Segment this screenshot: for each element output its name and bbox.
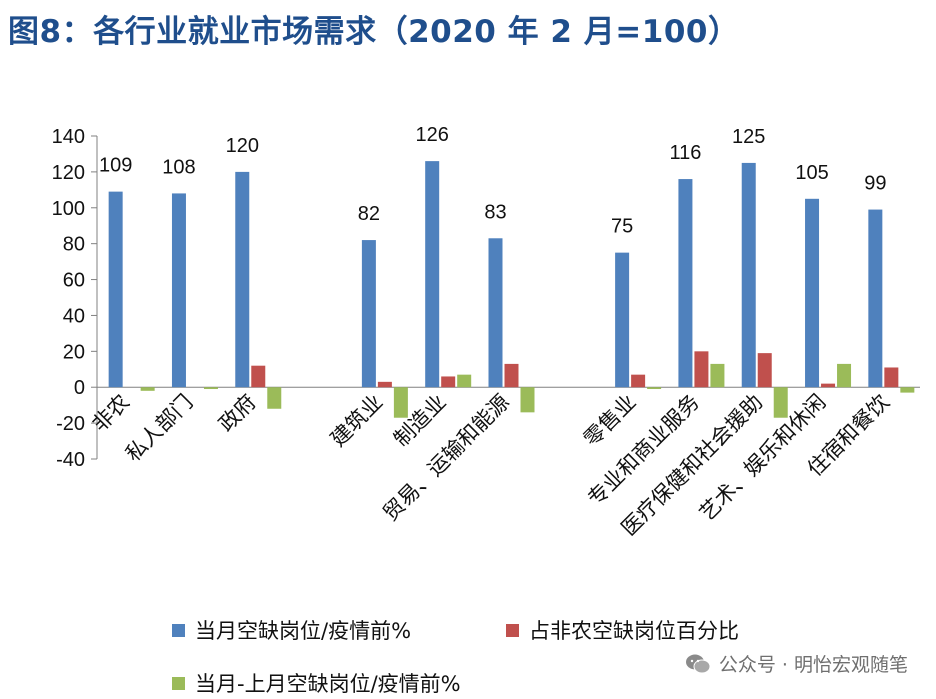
legend-item-1: 当月空缺岗位/疫情前% [172,615,411,645]
bar-series-3 [647,387,662,390]
wechat-icon [685,654,711,673]
legend-item-2: 占非农空缺岗位百分比 [506,615,739,645]
y-tick-label: 60 [63,270,85,292]
bar-series-1 [488,238,503,388]
data-label: 116 [669,142,701,164]
legend-label-2: 占非农空缺岗位百分比 [529,619,739,643]
y-tick-label: 0 [74,377,85,399]
data-label: 120 [226,135,259,157]
data-label: 125 [732,126,765,148]
bar-series-2 [251,365,266,388]
data-label: 108 [162,156,195,178]
y-tick-label: 80 [63,234,85,256]
watermark: 公众号 · 明怡宏观随笔 [685,650,908,677]
x-category-label: 零售业 [579,390,641,452]
bar-series-3 [710,363,725,388]
y-tick-label: -20 [56,413,85,435]
bar-series-1 [805,198,820,388]
bar-series-3 [267,387,282,409]
bar-series-1 [615,252,630,388]
bar-series-3 [900,387,915,393]
legend-label-3: 当月-上月空缺岗位/疫情前% [195,672,461,696]
bar-series-3 [773,387,788,418]
bar-series-2 [631,374,646,388]
bar-series-2 [821,383,836,388]
bar-series-1 [678,179,693,388]
x-category-label: 私人部门 [121,390,197,466]
bar-series-1 [235,171,250,388]
legend-swatch-3 [172,676,185,690]
data-label: 99 [864,173,886,195]
bar-series-2 [377,381,392,388]
x-category-label: 专业和商业服务 [583,390,704,511]
data-label: 83 [484,201,506,223]
bar-series-3 [837,363,852,388]
y-tick-label: 20 [63,341,85,363]
legend-swatch-1 [172,623,185,637]
legend-item-3: 当月-上月空缺岗位/疫情前% [172,668,461,698]
watermark-text: 公众号 · 明怡宏观随笔 [718,654,908,676]
bar-series-2 [694,351,709,388]
data-label: 75 [611,216,633,238]
data-label: 109 [99,155,132,177]
x-category-label: 非农 [88,390,135,437]
bar-series-1 [868,209,883,388]
bar-series-3 [140,387,155,391]
legend-swatch-2 [506,623,519,637]
bar-series-3 [203,387,218,390]
x-category-label: 建筑业 [326,390,388,452]
bar-chart: 140 120 100 80 60 40 20 0 -20 -40 109 108 120 82 126 83… [52,124,920,540]
bar-series-1 [741,162,756,388]
bar-series-3 [520,387,535,413]
bar-series-1 [171,193,186,388]
bar-series-3 [393,387,408,418]
bar-series-1 [108,191,123,388]
bar-series-1 [361,240,376,388]
y-tick-label: 140 [52,126,85,148]
y-tick-label: 40 [63,305,85,327]
legend-label-1: 当月空缺岗位/疫情前% [195,619,412,643]
data-label: 126 [416,124,449,146]
y-tick-label: -40 [56,449,85,471]
bar-series-2 [884,367,899,388]
data-label: 82 [358,203,380,225]
x-category-label: 政府 [214,390,261,437]
data-label: 105 [795,162,828,184]
bar-series-2 [504,363,519,388]
y-tick-label: 120 [52,162,85,184]
chart-title: 图8：各行业就业市场需求（2020 年 2 月=100） [8,14,740,50]
bar-series-2 [757,353,772,388]
bar-series-1 [425,161,440,388]
y-tick-label: 100 [52,198,85,220]
bar-series-3 [457,374,472,388]
bar-series-2 [441,376,456,388]
